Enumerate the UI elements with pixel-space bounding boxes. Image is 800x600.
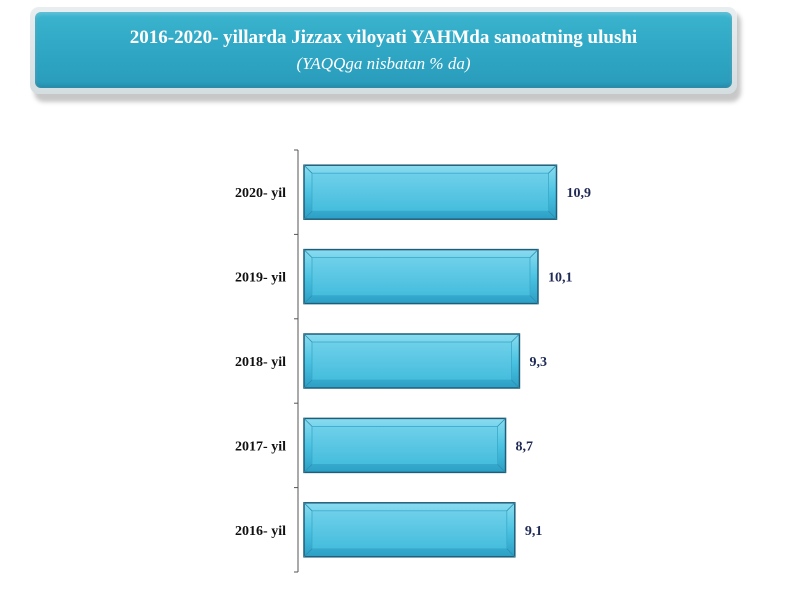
value-label: 10,9 <box>567 186 592 201</box>
bars-group: 2020- yil 10,9 2019- yil 10,1 2018- yil 9,3 20… <box>235 149 592 573</box>
bar-bevel-line <box>548 210 557 220</box>
bar-bevel-line <box>548 164 557 174</box>
bar-face <box>311 341 512 381</box>
category-label: 2016- yil <box>235 524 286 539</box>
bar-bevel-line <box>529 249 539 258</box>
value-label: 10,1 <box>548 271 573 286</box>
bar-bevel-line <box>303 249 313 258</box>
bar-bevel-line <box>497 418 506 427</box>
title-banner: 2016-2020- yillarda Jizzax viloyati YAHM… <box>30 6 737 94</box>
category-label: 2020- yil <box>235 186 286 201</box>
category-label: 2019- yil <box>235 271 286 286</box>
bar-face <box>311 257 531 297</box>
bar-bevel-line <box>303 418 313 427</box>
bar-bevel-line <box>303 379 313 389</box>
category-label: 2017- yil <box>235 439 286 454</box>
chart-title: 2016-2020- yillarda Jizzax viloyati YAHM… <box>129 27 638 48</box>
bar <box>303 417 507 474</box>
bar-bevel-line <box>303 548 313 558</box>
value-label: 9,1 <box>525 524 543 539</box>
bar <box>303 502 516 558</box>
bar-bevel-line <box>303 502 313 512</box>
value-label: 9,3 <box>529 355 547 370</box>
category-label: 2018- yil <box>235 355 286 370</box>
value-label: 8,7 <box>516 439 534 454</box>
chart-subtitle: (YAQQga nisbatan % da) <box>296 54 471 73</box>
bar-face <box>311 172 549 212</box>
title-banner-fill: 2016-2020- yillarda Jizzax viloyati YAHM… <box>35 12 732 88</box>
bar-bevel-line <box>303 210 313 220</box>
bar <box>303 333 521 389</box>
bar-bevel-line <box>506 502 516 512</box>
bar-face <box>311 510 508 550</box>
bar-bevel-line <box>529 295 539 304</box>
bar <box>303 164 558 220</box>
bar-face <box>311 425 498 465</box>
bar-bevel-line <box>506 548 516 558</box>
bar-bevel-line <box>303 333 313 343</box>
bar-bevel-line <box>511 379 520 389</box>
bar <box>303 248 539 305</box>
bar-bevel-line <box>303 464 313 473</box>
bar-bevel-line <box>303 164 313 174</box>
bar-bevel-line <box>497 464 506 473</box>
bar-bevel-line <box>303 295 313 304</box>
bar-bevel-line <box>511 333 520 343</box>
